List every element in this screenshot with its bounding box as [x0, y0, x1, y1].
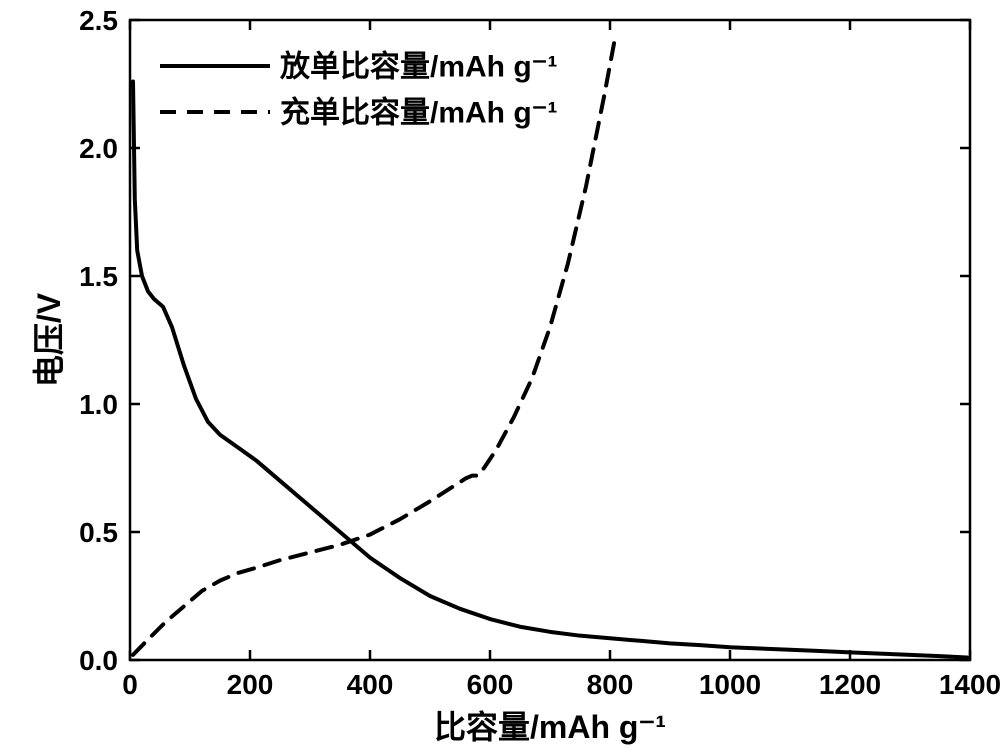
x-tick-label: 1000 — [699, 669, 761, 700]
x-tick-label: 400 — [347, 669, 394, 700]
x-tick-label: 1200 — [819, 669, 881, 700]
y-tick-label: 0.5 — [79, 517, 118, 548]
y-axis-label: 电压/V — [31, 292, 67, 387]
legend-label: 放单比容量/mAh g⁻¹ — [279, 51, 558, 84]
y-tick-label: 2.5 — [79, 5, 118, 36]
y-tick-label: 1.0 — [79, 389, 118, 420]
x-tick-label: 1400 — [939, 669, 1000, 700]
x-tick-label: 0 — [122, 669, 138, 700]
x-tick-label: 200 — [227, 669, 274, 700]
chart-root: 0 200 400 600 800 1000 1200 1400 0.0 0.5 1.0 1.5 2.0… — [0, 0, 1000, 755]
series-discharge — [133, 81, 967, 657]
x-tick-label: 800 — [587, 669, 634, 700]
y-tick-label: 0.0 — [79, 645, 118, 676]
x-tick-label: 600 — [467, 669, 514, 700]
x-axis-label: 比容量/mAh g⁻¹ — [434, 709, 666, 745]
chart-svg: 0 200 400 600 800 1000 1200 1400 0.0 0.5 1.0 1.5 2.0… — [0, 0, 1000, 755]
legend-label: 充单比容量/mAh g⁻¹ — [280, 97, 558, 130]
y-tick-label: 2.0 — [79, 133, 118, 164]
y-tick-label: 1.5 — [79, 261, 118, 292]
